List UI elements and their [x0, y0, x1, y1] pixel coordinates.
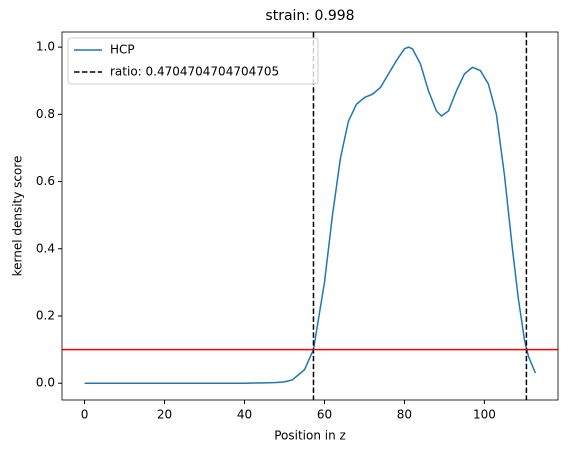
- data-line: [84, 46, 537, 384]
- y-tick-label: 0.8: [36, 107, 55, 121]
- x-tick-label: 100: [473, 408, 496, 422]
- x-tick-label: 40: [237, 408, 252, 422]
- x-tick-label: 80: [397, 408, 412, 422]
- y-tick-label: 1.0: [36, 40, 55, 54]
- y-tick-label: 0.6: [36, 174, 55, 188]
- legend-label: HCP: [110, 43, 135, 57]
- legend-box: [67, 37, 319, 85]
- x-axis-label: Position in z: [274, 429, 346, 443]
- legend-label: ratio: 0.4704704704704705: [110, 65, 279, 79]
- x-tick-label: 60: [317, 408, 332, 422]
- x-tick-label: 20: [157, 408, 172, 422]
- y-tick-label: 0.4: [36, 241, 55, 255]
- x-tick-label: 0: [81, 408, 89, 422]
- y-tick-label: 0.0: [36, 376, 55, 390]
- y-axis-label: kernel density score: [11, 156, 25, 277]
- y-tick-label: 0.2: [36, 308, 55, 322]
- plot-frame: [61, 31, 559, 401]
- chart-title: strain: 0.998: [265, 8, 354, 24]
